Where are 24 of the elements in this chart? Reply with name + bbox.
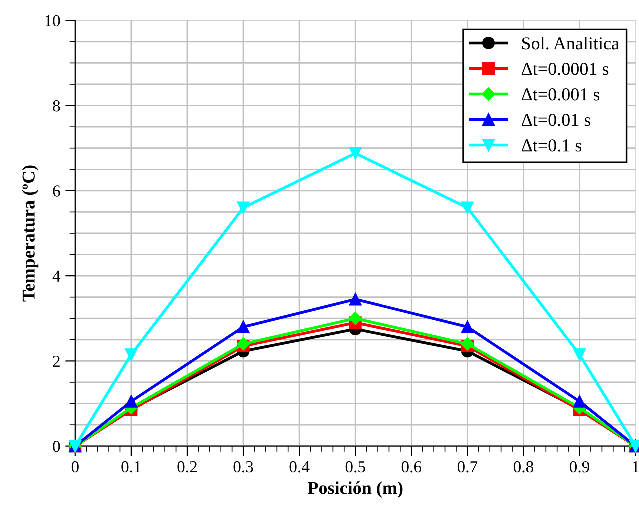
x-tick-label: 0.6 (402, 461, 422, 473)
y-axis-title: Temperatura (ºC) (22, 166, 39, 302)
legend-label: Δt=0.001 s (522, 88, 600, 101)
legend-label: Sol. Analitica (522, 37, 620, 50)
x-tick-label: 0.5 (346, 461, 366, 473)
x-tick-label: 0.8 (514, 461, 534, 473)
legend-label: Δt=0.01 s (522, 114, 591, 126)
x-tick-label: 0.9 (570, 461, 590, 473)
y-tick-label: 2 (53, 356, 60, 367)
x-tick-label: 1 (633, 461, 639, 472)
legend-label: Δt=0.0001 s (522, 63, 609, 76)
x-tick-label: 0.3 (234, 461, 254, 473)
x-tick-label: 0.4 (290, 461, 310, 473)
y-tick-label: 8 (53, 100, 60, 112)
y-tick-label: 0 (53, 441, 60, 452)
x-tick-label: 0.7 (458, 461, 478, 473)
legend-label: Δt=0.1 s (522, 140, 582, 152)
y-tick-label: 6 (53, 186, 60, 197)
x-tick-label: 0.1 (122, 461, 141, 473)
y-tick-label: 4 (52, 270, 61, 282)
x-tick-label: 0.2 (178, 461, 197, 473)
x-tick-label: 0 (72, 461, 79, 473)
x-axis-title: Posición (m) (308, 482, 403, 498)
y-tick-label: 10 (46, 15, 60, 27)
